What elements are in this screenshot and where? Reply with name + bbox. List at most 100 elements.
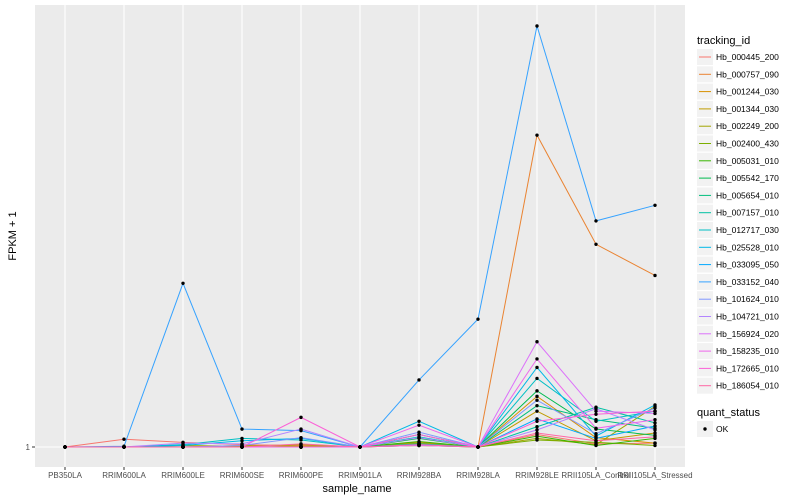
data-point bbox=[63, 445, 67, 449]
data-point bbox=[417, 432, 421, 437]
data-point bbox=[417, 430, 421, 434]
data-point bbox=[653, 424, 657, 428]
data-point bbox=[653, 443, 657, 448]
y-tick-label: 1 bbox=[26, 443, 31, 452]
data-point bbox=[594, 439, 598, 443]
data-point bbox=[535, 357, 539, 361]
data-point bbox=[417, 378, 421, 382]
data-point bbox=[240, 445, 244, 449]
data-point bbox=[122, 437, 126, 441]
data-point bbox=[653, 435, 657, 439]
data-point bbox=[594, 426, 598, 430]
data-point bbox=[653, 411, 657, 416]
x-axis-ticks: PB350LA RRIM600LA RRIM600LE RRIM600SE RRIM60… bbox=[48, 467, 693, 480]
x-tick-label: RRIM600LE bbox=[161, 471, 205, 480]
data-point bbox=[594, 434, 598, 438]
data-point bbox=[476, 445, 480, 449]
data-point bbox=[535, 434, 539, 438]
data-point bbox=[535, 389, 539, 393]
data-point bbox=[535, 425, 539, 429]
data-point bbox=[181, 445, 185, 449]
x-tick-label: RRIM600PE bbox=[279, 471, 323, 480]
data-point bbox=[535, 394, 539, 399]
x-tick-label: RRIM928LE bbox=[515, 471, 559, 480]
data-point bbox=[535, 409, 539, 413]
data-point bbox=[653, 406, 657, 410]
y-axis-title: FPKM + 1 bbox=[7, 211, 19, 260]
legend-label: Hb_001344_030 bbox=[716, 104, 779, 114]
x-tick-label: RRIM600SE bbox=[220, 471, 264, 480]
data-point bbox=[299, 445, 303, 449]
data-point bbox=[181, 281, 185, 285]
data-point bbox=[417, 442, 421, 447]
data-point bbox=[299, 435, 303, 440]
data-point bbox=[653, 441, 657, 445]
data-point bbox=[535, 428, 539, 432]
legend-label: Hb_156924_020 bbox=[716, 329, 779, 339]
legend-shape-title: quant_status bbox=[697, 407, 760, 419]
data-point bbox=[594, 219, 598, 223]
legend-label: Hb_005031_010 bbox=[716, 156, 779, 166]
data-point bbox=[181, 441, 185, 445]
x-tick-label: RRII105LA_Control bbox=[561, 471, 631, 480]
data-point bbox=[594, 412, 598, 416]
x-tick-label: RRIM901LA bbox=[338, 471, 382, 480]
data-point bbox=[653, 431, 657, 435]
legend-label: Hb_101624_010 bbox=[716, 294, 779, 304]
data-point bbox=[535, 24, 539, 28]
legend-label: Hb_001244_030 bbox=[716, 87, 779, 97]
legend-label: Hb_186054_010 bbox=[716, 381, 779, 391]
data-point bbox=[535, 365, 539, 370]
data-point bbox=[240, 442, 244, 446]
data-point bbox=[594, 419, 598, 423]
data-point bbox=[535, 417, 539, 421]
data-point bbox=[594, 443, 598, 448]
data-points bbox=[63, 24, 657, 449]
legend-label: Hb_104721_010 bbox=[716, 312, 779, 322]
legend-label: Hb_158235_010 bbox=[716, 346, 779, 356]
legend-items: Hb_000445_200 Hb_000757_090 Hb_001244_030 H… bbox=[697, 49, 779, 394]
data-point bbox=[535, 340, 539, 344]
data-point bbox=[417, 423, 421, 427]
x-tick-label: RRIM600LA bbox=[102, 471, 146, 480]
data-point bbox=[653, 421, 657, 425]
data-point bbox=[240, 427, 244, 431]
data-point bbox=[417, 435, 421, 440]
y-axis-ticks: 1 bbox=[26, 443, 35, 452]
data-point bbox=[653, 403, 657, 407]
legend-title: tracking_id bbox=[697, 35, 750, 47]
data-point bbox=[417, 419, 421, 423]
data-point bbox=[535, 403, 539, 408]
legend: tracking_id Hb_000445_200Hb_000757_090Hb… bbox=[697, 35, 779, 437]
data-point bbox=[653, 273, 657, 278]
data-point bbox=[535, 133, 539, 137]
data-point bbox=[240, 439, 244, 443]
data-point bbox=[299, 415, 303, 420]
data-point bbox=[594, 407, 598, 411]
data-point bbox=[653, 418, 657, 422]
data-point bbox=[653, 409, 657, 413]
x-tick-label: RRIM928LA bbox=[456, 471, 500, 480]
legend-label: Hb_012717_030 bbox=[716, 225, 779, 235]
legend-label: Hb_025528_010 bbox=[716, 242, 779, 252]
x-tick-label: RRII105LA_Stressed bbox=[617, 471, 692, 480]
x-tick-label: RRIM928BA bbox=[397, 471, 442, 480]
data-point bbox=[358, 445, 362, 449]
x-tick-label: PB350LA bbox=[48, 471, 82, 480]
legend-shape-point bbox=[703, 427, 707, 431]
data-point bbox=[535, 376, 539, 381]
data-point bbox=[417, 439, 421, 444]
legend-label: Hb_005654_010 bbox=[716, 190, 779, 200]
data-point bbox=[240, 436, 244, 441]
data-point bbox=[535, 438, 539, 442]
legend-label: Hb_000445_200 bbox=[716, 52, 779, 62]
data-point bbox=[594, 432, 598, 436]
legend-label: Hb_033095_050 bbox=[716, 260, 779, 270]
data-point bbox=[594, 409, 598, 413]
data-point bbox=[653, 428, 657, 432]
data-point bbox=[535, 419, 539, 423]
legend-label: Hb_002400_430 bbox=[716, 139, 779, 149]
legend-label: Hb_172665_010 bbox=[716, 363, 779, 373]
x-axis-title: sample_name bbox=[322, 483, 391, 495]
